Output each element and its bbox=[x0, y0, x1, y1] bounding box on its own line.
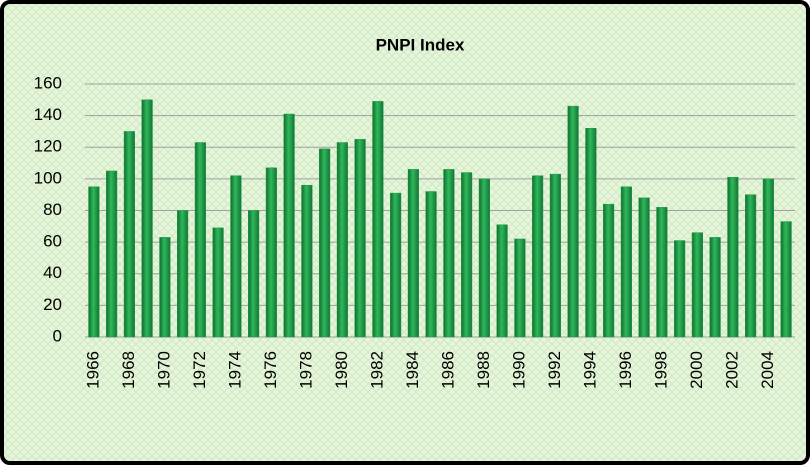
bar bbox=[461, 172, 473, 338]
x-tick-label: 1992 bbox=[545, 351, 564, 389]
bar bbox=[745, 194, 757, 338]
bar bbox=[443, 169, 455, 338]
bar bbox=[123, 131, 135, 338]
bar bbox=[638, 197, 650, 338]
bar bbox=[301, 184, 313, 338]
x-tick-label: 1966 bbox=[83, 351, 102, 389]
bar bbox=[194, 142, 206, 338]
bar bbox=[319, 148, 331, 338]
bar bbox=[620, 186, 632, 338]
y-tick-label: 80 bbox=[43, 200, 62, 219]
y-tick-label: 40 bbox=[43, 263, 62, 282]
x-tick-label: 1974 bbox=[225, 351, 244, 389]
bar bbox=[603, 203, 615, 338]
x-tick-label: 1972 bbox=[190, 351, 209, 389]
bar bbox=[674, 240, 686, 338]
x-tick-label: 1988 bbox=[474, 351, 493, 389]
bar bbox=[212, 227, 224, 338]
x-tick-label: 1976 bbox=[261, 351, 280, 389]
x-tick-label: 1980 bbox=[332, 351, 351, 389]
bar bbox=[727, 177, 739, 338]
x-tick-label: 1970 bbox=[154, 351, 173, 389]
x-tick-label: 1994 bbox=[580, 351, 599, 389]
bar bbox=[478, 178, 490, 338]
x-tick-label: 2000 bbox=[687, 351, 706, 389]
bar bbox=[106, 170, 118, 338]
bar bbox=[141, 99, 153, 338]
x-tick-label: 1968 bbox=[119, 351, 138, 389]
bar bbox=[780, 221, 792, 338]
bar bbox=[230, 175, 242, 338]
bar bbox=[532, 175, 544, 338]
bar bbox=[496, 224, 508, 338]
y-tick-label: 0 bbox=[53, 326, 62, 345]
bar bbox=[709, 237, 721, 338]
bar bbox=[159, 237, 171, 338]
x-tick-label: 1986 bbox=[438, 351, 457, 389]
x-tick-label: 1990 bbox=[509, 351, 528, 389]
y-tick-label: 100 bbox=[34, 168, 62, 187]
y-tick-label: 20 bbox=[43, 295, 62, 314]
bar bbox=[177, 210, 189, 338]
bar bbox=[691, 232, 703, 338]
y-tick-label: 160 bbox=[34, 73, 62, 92]
bar bbox=[762, 178, 774, 338]
y-tick-label: 60 bbox=[43, 232, 62, 251]
bar bbox=[283, 113, 295, 338]
bar bbox=[372, 101, 384, 338]
y-tick-label: 140 bbox=[34, 105, 62, 124]
bar bbox=[514, 238, 526, 338]
bar bbox=[656, 207, 668, 338]
x-tick-label: 1996 bbox=[616, 351, 635, 389]
bar bbox=[248, 210, 260, 338]
x-tick-label: 2004 bbox=[758, 351, 777, 389]
bar bbox=[265, 167, 277, 338]
chart-title: PNPI Index bbox=[376, 35, 465, 54]
bar bbox=[567, 105, 579, 338]
x-tick-label: 1978 bbox=[296, 351, 315, 389]
bar bbox=[549, 173, 561, 338]
bar bbox=[88, 186, 100, 338]
bar bbox=[425, 191, 437, 338]
x-tick-label: 1984 bbox=[403, 351, 422, 389]
x-tick-label: 1982 bbox=[367, 351, 386, 389]
bar bbox=[336, 142, 348, 338]
bar bbox=[354, 139, 366, 338]
y-tick-label: 120 bbox=[34, 137, 62, 156]
x-tick-label: 2002 bbox=[722, 351, 741, 389]
bar bbox=[390, 192, 402, 338]
bar bbox=[585, 128, 597, 338]
x-tick-label: 1998 bbox=[651, 351, 670, 389]
bar bbox=[407, 169, 419, 338]
